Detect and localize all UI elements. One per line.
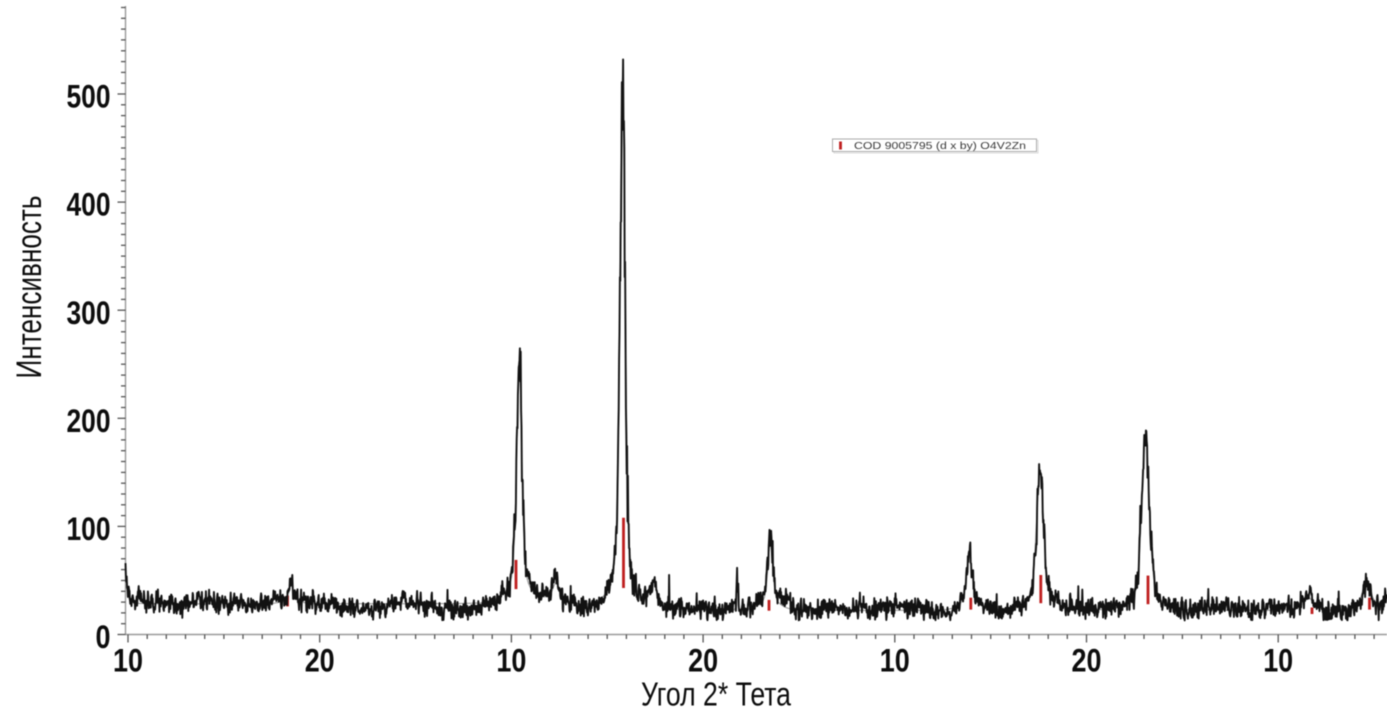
svg-text:300: 300 (67, 295, 111, 331)
svg-text:COD 9005795 (d x by) O4V2Zn: COD 9005795 (d x by) O4V2Zn (854, 140, 1026, 152)
svg-text:200: 200 (67, 403, 111, 439)
svg-text:10: 10 (880, 642, 910, 678)
svg-text:Угол 2* Тета: Угол 2* Тета (641, 676, 792, 713)
svg-text:0: 0 (96, 619, 111, 655)
svg-text:500: 500 (67, 79, 111, 115)
svg-text:20: 20 (1072, 642, 1102, 678)
svg-text:400: 400 (67, 187, 111, 223)
svg-text:10: 10 (496, 642, 526, 678)
svg-text:10: 10 (113, 642, 143, 678)
svg-text:10: 10 (1263, 642, 1293, 678)
svg-text:Интенсивность: Интенсивность (10, 196, 49, 379)
svg-text:20: 20 (688, 642, 718, 678)
svg-text:100: 100 (67, 511, 111, 547)
svg-text:20: 20 (305, 642, 335, 678)
